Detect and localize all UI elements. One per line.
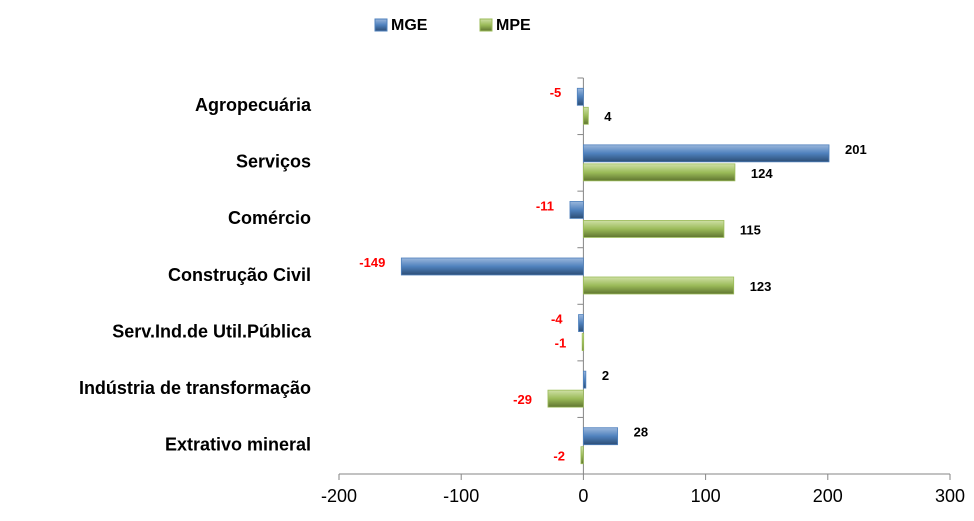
bar	[547, 389, 584, 408]
data-label: 2	[602, 368, 609, 383]
data-label: 123	[750, 279, 772, 294]
data-label: 28	[634, 425, 648, 440]
x-tick-label: -200	[321, 486, 357, 506]
data-label: -5	[550, 85, 562, 100]
legend-swatch	[374, 18, 388, 32]
x-tick-label: 200	[813, 486, 843, 506]
legend-label: MGE	[391, 17, 428, 34]
bar	[576, 87, 584, 106]
bar	[581, 333, 585, 351]
category-label: Agropecuária	[195, 95, 312, 115]
legend-swatch	[479, 18, 493, 32]
data-label: 115	[740, 222, 761, 237]
bar	[400, 257, 584, 276]
data-label: -1	[555, 336, 567, 351]
bar	[583, 276, 735, 295]
bar	[583, 220, 725, 238]
x-tick-label: 0	[578, 486, 588, 506]
bar	[578, 314, 584, 332]
data-label: -2	[553, 449, 565, 464]
data-label: 4	[604, 109, 612, 124]
bar	[583, 370, 587, 389]
bar	[580, 446, 584, 465]
data-label: -4	[551, 312, 563, 327]
bar	[583, 163, 736, 182]
data-label: -149	[359, 255, 385, 270]
x-tick-label: 100	[691, 486, 721, 506]
data-label: -11	[536, 198, 554, 213]
x-tick-label: 300	[935, 486, 965, 506]
data-label: 124	[751, 166, 773, 181]
category-label: Extrativo mineral	[165, 434, 311, 454]
x-tick-label: -100	[443, 486, 479, 506]
bar	[583, 427, 619, 446]
bar	[583, 144, 830, 163]
legend-label: MPE	[496, 17, 531, 34]
bar	[569, 201, 584, 219]
category-label: Serviços	[236, 152, 311, 172]
data-label: 201	[845, 142, 867, 157]
data-label: -29	[513, 392, 532, 407]
category-label: Serv.Ind.de Util.Pública	[112, 321, 312, 341]
category-label: Indústria de transformação	[79, 378, 311, 398]
category-label: Comércio	[228, 208, 311, 228]
bar	[583, 106, 589, 125]
category-label: Construção Civil	[168, 265, 311, 285]
